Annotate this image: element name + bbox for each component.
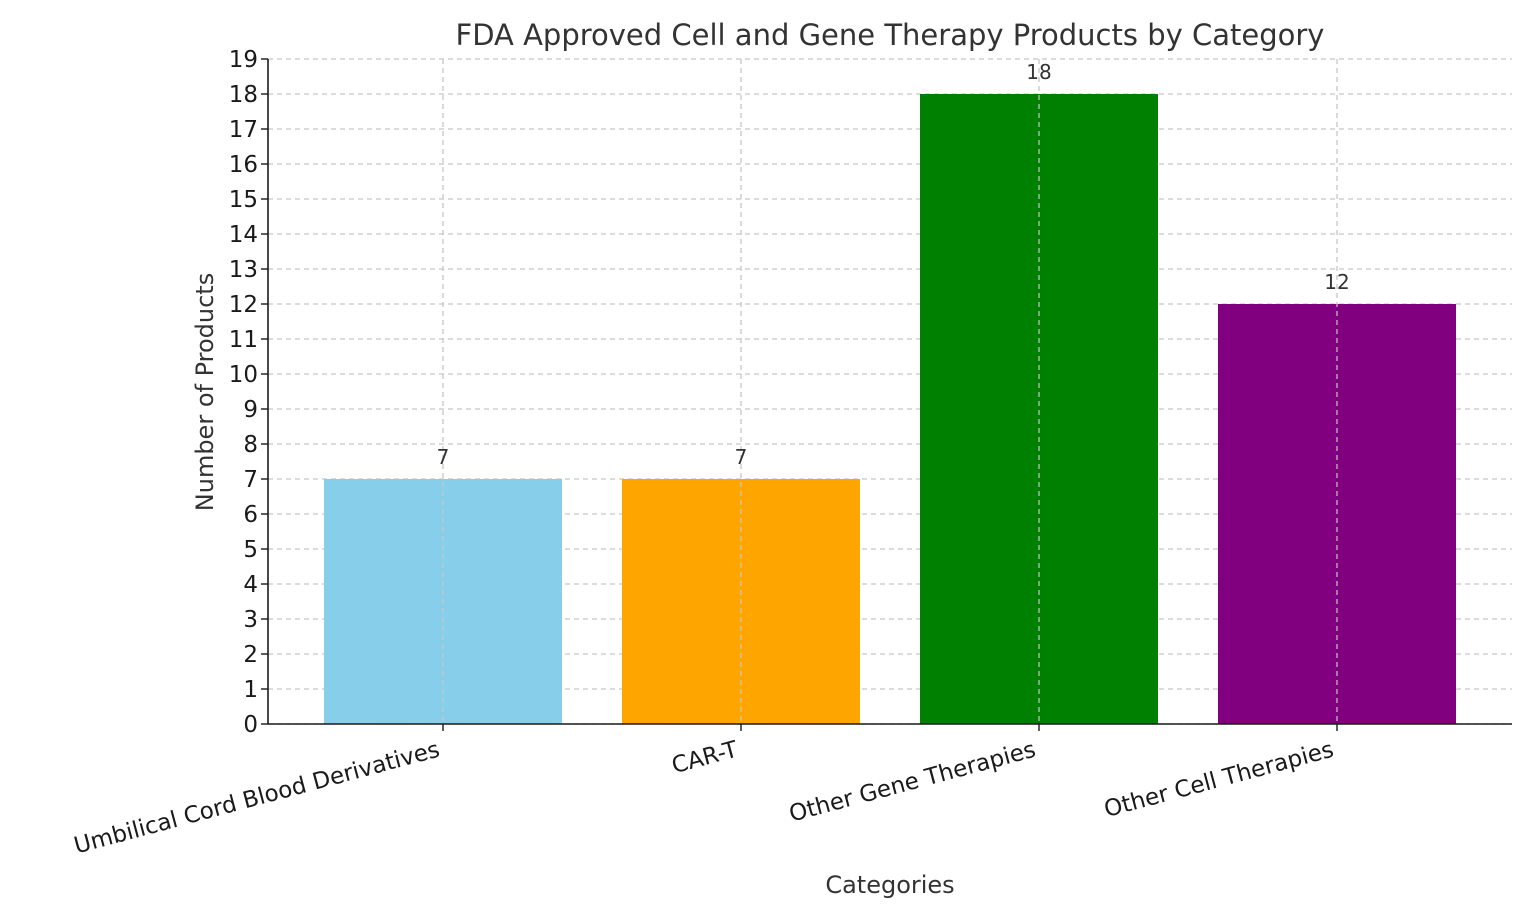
y-tick-label: 10 xyxy=(229,362,258,388)
y-tick-label: 1 xyxy=(243,677,258,703)
y-tick-label: 0 xyxy=(243,712,258,738)
y-tick-label: 11 xyxy=(229,327,258,353)
y-tick-label: 17 xyxy=(229,117,258,143)
bar-value-label: 18 xyxy=(1026,60,1051,84)
bar-value-label: 7 xyxy=(735,445,748,469)
y-tick-label: 13 xyxy=(229,257,258,283)
x-tick-label: Other Cell Therapies xyxy=(1102,737,1337,823)
bar-value-label: 12 xyxy=(1324,270,1349,294)
y-tick-label: 2 xyxy=(243,642,258,668)
axes xyxy=(261,58,1512,731)
bars xyxy=(324,59,1456,724)
y-tick-label: 9 xyxy=(243,397,258,423)
y-tick-label: 4 xyxy=(243,572,258,598)
y-tick-label: 16 xyxy=(229,152,258,178)
x-tick-label: Umbilical Cord Blood Derivatives xyxy=(71,737,442,860)
y-axis-label: Number of Products xyxy=(191,273,219,511)
chart-title: FDA Approved Cell and Gene Therapy Produ… xyxy=(456,18,1325,52)
bar-value-label: 7 xyxy=(437,445,450,469)
y-tick-label: 3 xyxy=(243,607,258,633)
y-tick-label: 7 xyxy=(243,467,258,493)
y-tick-label: 12 xyxy=(229,292,258,318)
y-tick-label: 15 xyxy=(229,187,258,213)
x-axis-label: Categories xyxy=(825,871,954,899)
y-tick-label: 18 xyxy=(229,82,258,108)
y-tick-label: 19 xyxy=(229,47,258,73)
y-tick-label: 8 xyxy=(243,432,258,458)
y-tick-label: 5 xyxy=(243,537,258,563)
y-tick-label: 6 xyxy=(243,502,258,528)
y-tick-label: 14 xyxy=(229,222,258,248)
x-tick-label: CAR-T xyxy=(669,736,741,779)
x-tick-label: Other Gene Therapies xyxy=(786,737,1038,828)
